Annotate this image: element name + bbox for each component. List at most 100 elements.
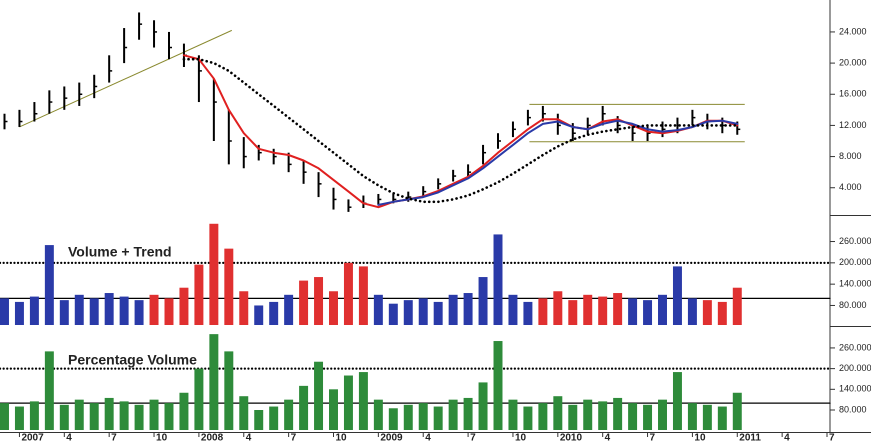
bar [74,399,84,430]
panel-title: Percentage Volume [68,352,197,368]
bar [732,392,742,430]
bar [523,301,533,325]
y-tick-label: 16.000 [839,89,867,99]
bar [164,403,174,430]
bar [119,401,129,430]
bar [373,294,383,325]
bar [134,404,144,430]
bar [239,396,249,430]
y-tick-label: 140.000 [839,279,871,289]
bar [209,223,219,325]
bar [523,406,533,430]
bar [224,248,234,325]
bar [44,351,54,430]
bar [388,303,398,325]
bar [74,294,84,325]
bar [329,389,338,430]
x-tick-label: 4 [784,433,790,443]
bar [613,397,623,430]
bar [299,280,309,325]
bar [224,351,234,430]
bar [209,334,219,430]
y-tick-label: 80.000 [839,404,867,414]
bar [658,294,667,325]
bar [418,403,428,430]
bar [254,305,264,325]
bar [553,291,563,325]
bar [418,298,428,325]
x-tick-label: 2007 [21,433,44,443]
bar [568,404,578,430]
y-tick-label: 200.000 [839,363,871,373]
bar [134,300,144,325]
bar [269,301,279,325]
x-tick-label: 7 [470,433,476,443]
bar [14,301,24,325]
bar [254,410,264,430]
bar [433,406,443,430]
y-tick-label: 200.000 [839,257,871,267]
x-tick-label: 7 [650,433,656,443]
y-tick-label: 12.000 [839,120,867,130]
bar [403,404,413,430]
bar [29,401,39,430]
bar [702,404,712,430]
bar [493,341,503,430]
bar [702,300,712,325]
x-tick-label: 2011 [739,433,761,443]
bar [508,399,518,430]
bar [433,301,443,325]
bar [732,287,742,325]
y-tick-label: 260.000 [839,236,871,246]
bar [388,408,398,430]
bar [568,300,578,325]
bar [538,403,548,430]
bar [89,298,99,325]
bar [478,382,488,430]
y-tick-label: 140.000 [839,384,871,394]
bar [687,298,697,325]
bar [194,264,204,325]
bar [314,277,324,325]
bar [643,404,653,430]
bar [179,392,189,430]
x-tick-label: 7 [829,433,835,443]
bar [672,372,682,430]
bar [687,403,697,430]
bar [373,399,383,430]
bar [149,399,159,430]
bar [583,399,593,430]
bar [553,396,563,430]
bar [164,298,174,325]
bar [239,291,249,325]
x-tick-label: 10 [335,433,347,443]
bar [358,372,368,430]
x-tick-label: 4 [246,433,252,443]
bar [89,403,99,430]
bar [59,300,69,325]
bar [329,291,338,325]
y-tick-label: 24.000 [839,26,867,36]
bar [583,294,593,325]
bar [44,245,54,325]
moving-average [182,54,739,209]
bar [672,266,682,325]
bar [149,294,159,325]
bar [284,294,294,325]
x-tick-label: 7 [111,433,117,443]
bar [448,399,458,430]
x-tick-label: 2008 [201,433,224,443]
panel-title: Volume + Trend [68,244,172,260]
x-tick-label: 10 [694,433,706,443]
bar [14,406,24,430]
bar [299,385,309,430]
bar [314,361,324,430]
x-tick-label: 7 [291,433,297,443]
bar [284,399,294,430]
bar [104,397,114,430]
y-tick-label: 20.000 [839,57,867,67]
bar [104,293,114,325]
bar [508,294,518,325]
bar [0,298,9,325]
